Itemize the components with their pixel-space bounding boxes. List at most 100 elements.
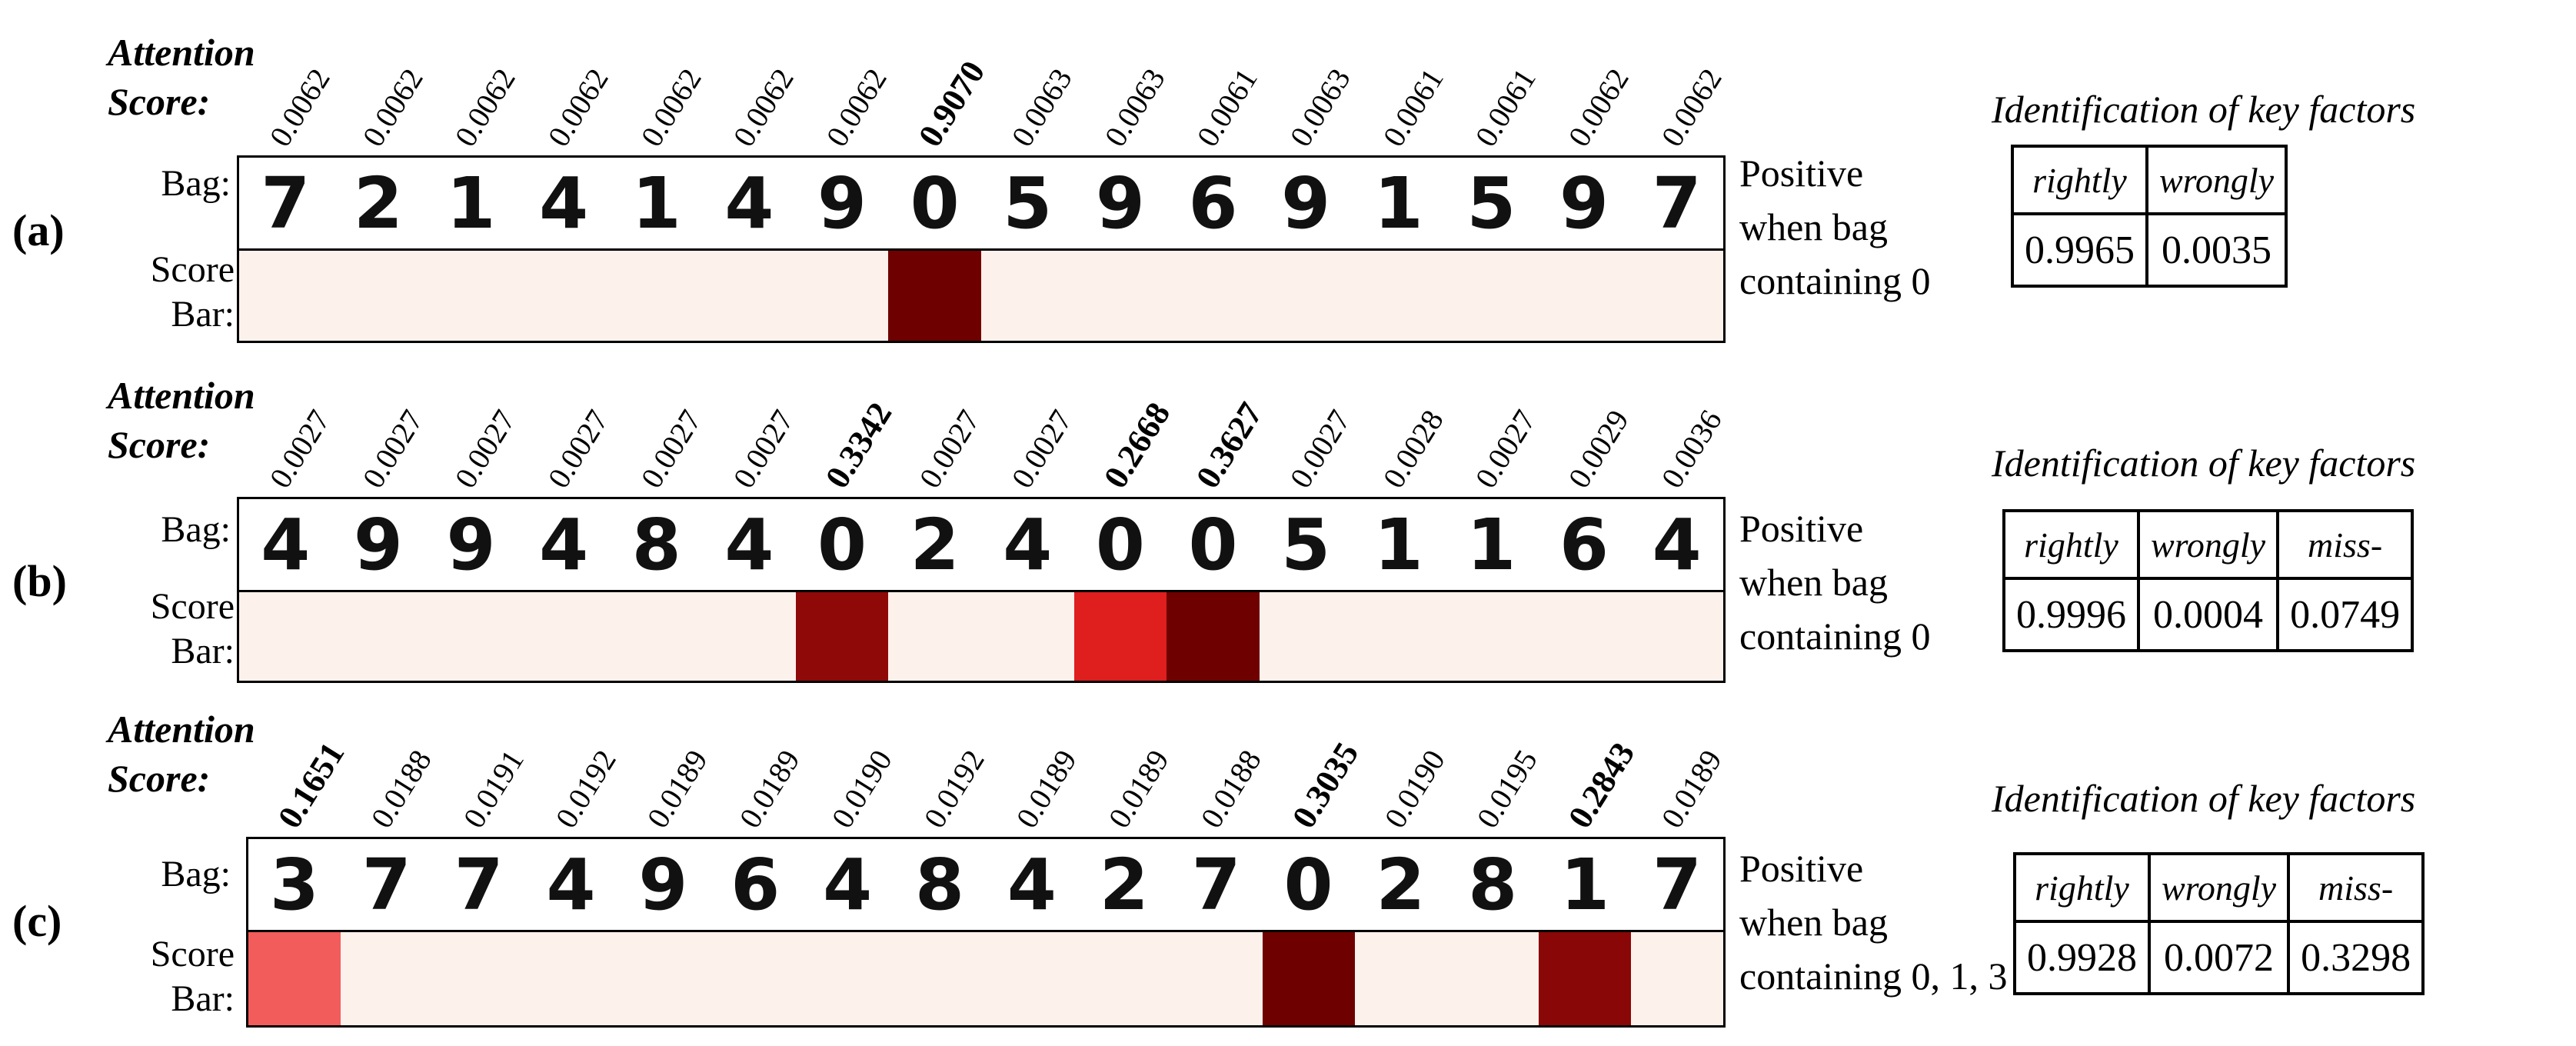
attention-score: 0.3035	[1284, 735, 1366, 835]
attention-score: 0.0062	[262, 62, 338, 153]
bag-digit: 0	[1188, 503, 1238, 586]
score-cell	[1539, 932, 1632, 1025]
attention-score: 0.2668	[1096, 395, 1178, 495]
bag-digit: 8	[915, 843, 965, 926]
key-factors-table: rightly wrongly 0.9965 0.0035	[2011, 145, 2288, 288]
attention-score: 0.0027	[541, 404, 615, 495]
attention-score: 0.0188	[364, 744, 438, 834]
attention-score: 0.0062	[541, 62, 615, 153]
bag-digit: 5	[1003, 162, 1053, 245]
score-cell	[1262, 932, 1355, 1025]
bag-digit: 9	[638, 843, 688, 926]
header-miss: miss-	[2287, 852, 2425, 923]
attention-score: 0.0027	[1283, 404, 1357, 495]
bag-digit: 9	[1559, 162, 1609, 245]
panel-letter: (a)	[12, 205, 65, 255]
bag-digit: 1	[1373, 503, 1423, 586]
attention-score: 0.0036	[1654, 404, 1729, 495]
bag-digit: 2	[1099, 843, 1149, 926]
bag-label: Bag:	[161, 854, 231, 894]
bag-digit: 6	[1559, 503, 1609, 586]
bag-label: Bag:	[161, 163, 231, 204]
key-factors-title: Identification of key factors	[1992, 777, 2416, 820]
bag-digit: 5	[1281, 503, 1331, 586]
attention-score: 0.0061	[1190, 62, 1265, 153]
attention-score: 0.0190	[824, 744, 900, 834]
value-wrongly: 0.0072	[2147, 920, 2291, 995]
bag-digit: 1	[1466, 503, 1516, 586]
attention-score: 0.1651	[270, 735, 352, 835]
bag-digit: 9	[446, 503, 496, 586]
score-bar-label: Score Bar:	[150, 249, 235, 335]
attention-score: 0.0192	[548, 744, 623, 834]
attention-score: 0.0062	[1654, 62, 1729, 153]
bag-digit: 1	[1373, 162, 1423, 245]
attention-score: 0.0027	[1468, 404, 1543, 495]
key-factors-title: Identification of key factors	[1992, 88, 2416, 131]
score-cell	[248, 932, 341, 1025]
value-rightly: 0.9965	[2011, 212, 2148, 288]
attention-score: 0.0190	[1377, 744, 1453, 834]
panel-letter: (c)	[12, 896, 62, 946]
header-wrongly: wrongly	[2145, 145, 2288, 215]
bag-digit: 6	[1188, 162, 1238, 245]
bag-digit: 4	[724, 162, 774, 245]
score-bar	[237, 251, 1726, 343]
score-cell	[888, 251, 981, 341]
bag-digit: 4	[546, 843, 596, 926]
attention-score: 0.0027	[634, 404, 708, 495]
attention-score: 0.0062	[634, 62, 708, 153]
bag-digit: 7	[361, 843, 411, 926]
bag-digit: 4	[1003, 503, 1053, 586]
attention-score: 0.0188	[1193, 744, 1268, 834]
bag-digit: 4	[539, 503, 589, 586]
header-wrongly: wrongly	[2147, 852, 2291, 923]
attention-score: 0.0189	[640, 744, 715, 834]
bag-digit: 9	[1281, 162, 1331, 245]
attention-score: 0.0189	[1101, 744, 1176, 834]
bag-digit: 3	[269, 843, 319, 926]
value-wrongly: 0.0004	[2136, 577, 2280, 652]
bag-digit: 0	[817, 503, 867, 586]
bag-digit: 8	[631, 503, 681, 586]
attention-score: 0.0062	[448, 62, 523, 153]
value-miss: 0.3298	[2287, 920, 2425, 995]
attention-score: 0.0062	[726, 62, 801, 153]
attention-score: 0.0062	[1561, 62, 1636, 153]
attention-score: 0.0189	[732, 744, 807, 834]
header-rightly: rightly	[2002, 509, 2140, 580]
bag-digit: 7	[1652, 162, 1702, 245]
attention-score: 0.0029	[1561, 404, 1636, 495]
attention-score: 0.9070	[910, 54, 992, 154]
bag-digit: 7	[1191, 843, 1241, 926]
score-bar	[237, 592, 1726, 683]
value-rightly: 0.9928	[2013, 920, 2151, 995]
bag-digit: 4	[1652, 503, 1702, 586]
bag-digit: 2	[910, 503, 960, 586]
attention-score: 0.3342	[817, 395, 900, 495]
attention-score: 0.0063	[1097, 62, 1172, 153]
bag-label: Bag:	[161, 509, 231, 550]
value-wrongly: 0.0035	[2145, 212, 2288, 288]
attention-score: 0.0195	[1469, 744, 1545, 834]
attention-score: 0.0063	[1283, 62, 1357, 153]
value-rightly: 0.9996	[2002, 577, 2140, 652]
bag-digit: 7	[1652, 843, 1702, 926]
header-rightly: rightly	[2013, 852, 2151, 923]
attention-score: 0.0192	[917, 744, 991, 834]
score-bar	[246, 932, 1726, 1028]
attention-score: 0.0191	[456, 744, 531, 834]
bag-digit: 1	[631, 162, 681, 245]
attention-score: 0.0028	[1376, 404, 1450, 495]
attention-score: 0.2843	[1560, 735, 1642, 835]
bag-digit: 2	[353, 162, 403, 245]
attention-score: 0.0062	[819, 62, 894, 153]
bag-digit: 4	[724, 503, 774, 586]
score-bar-label: Score Bar:	[150, 934, 235, 1019]
bag-digit: 1	[1560, 843, 1610, 926]
bag-digit: 0	[1283, 843, 1333, 926]
attention-score: 0.0027	[912, 404, 987, 495]
